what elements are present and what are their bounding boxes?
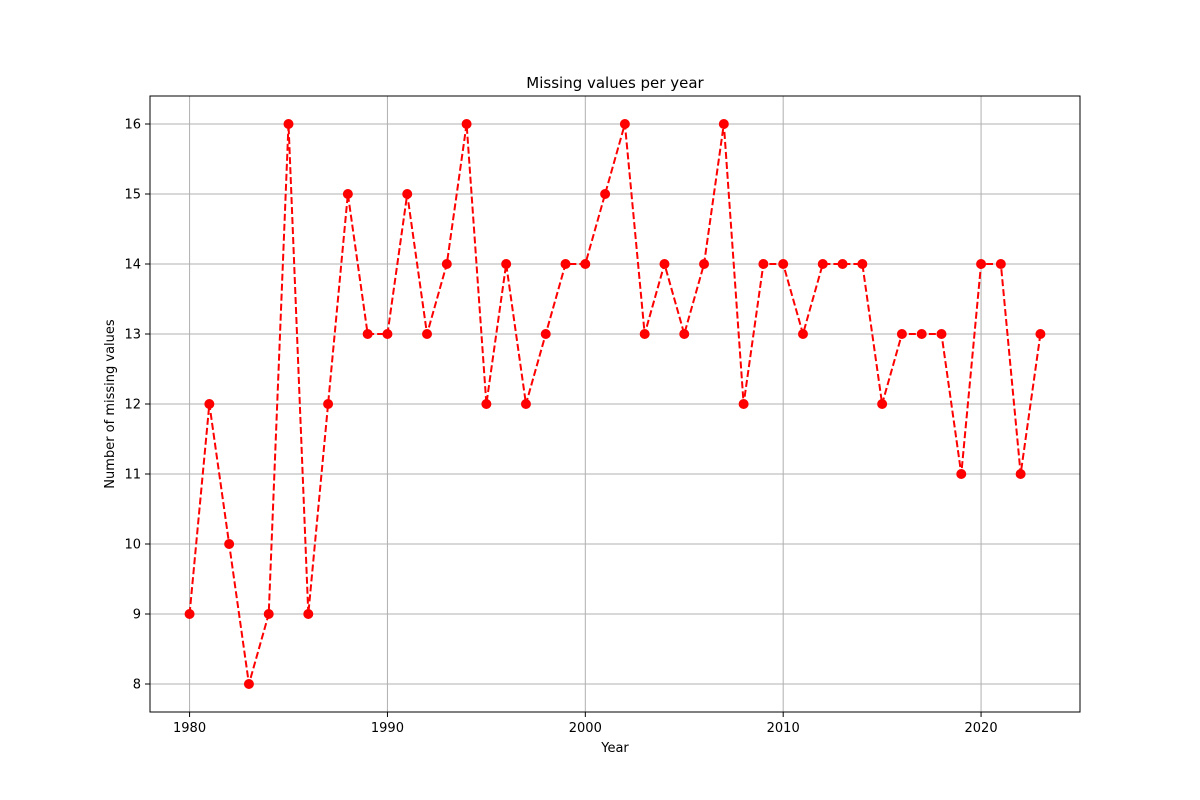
data-point [540,329,551,339]
data-point [758,259,769,269]
data-point [520,399,531,409]
data-point [184,609,195,619]
data-point [896,329,907,339]
data-point [995,259,1006,269]
data-point [402,189,413,199]
x-tick-label: 1990 [371,721,404,736]
y-tick-label: 9 [133,608,141,623]
axis-ticks: 1980 1990 2000 2010 2020 8 9 10 11 12 13 14 15 16 [124,118,997,737]
x-tick-label: 2000 [569,721,602,736]
data-point [382,329,393,339]
series-layer [184,119,1046,689]
x-tick-label: 2010 [767,721,800,736]
y-tick-label: 15 [124,188,141,203]
data-point [639,329,650,339]
y-tick-label: 14 [124,258,141,273]
data-point [243,679,254,689]
y-tick-label: 11 [124,468,141,483]
grid-lines [150,96,1080,712]
data-point [283,119,294,129]
data-point [263,609,274,619]
data-point [204,399,215,409]
data-point [699,259,710,269]
data-point [303,609,314,619]
data-point [976,259,987,269]
data-point [323,399,334,409]
x-tick-label: 1980 [173,721,206,736]
data-point [817,259,828,269]
y-tick-label: 12 [124,398,141,413]
data-point [738,399,749,409]
data-point [481,399,492,409]
data-point [877,399,888,409]
x-axis-label: Year [600,741,629,756]
data-point [619,119,630,129]
data-point [679,329,690,339]
data-point [936,329,947,339]
x-tick-label: 2020 [965,721,998,736]
data-point [837,259,848,269]
data-point [441,259,452,269]
data-point [560,259,571,269]
data-point [501,259,512,269]
y-tick-label: 10 [124,538,141,553]
data-point [857,259,868,269]
data-point [362,329,373,339]
data-point [916,329,927,339]
data-point [580,259,591,269]
data-point [778,259,789,269]
y-tick-label: 13 [124,328,141,343]
data-point [659,259,670,269]
chart-title: Missing values per year [526,74,704,92]
data-point [718,119,729,129]
data-point [797,329,808,339]
data-point [422,329,433,339]
data-point [956,469,967,479]
data-point [342,189,353,199]
series-line [188,123,1042,685]
data-point [600,189,611,199]
data-point [461,119,472,129]
data-point [1035,329,1046,339]
data-point [1015,469,1026,479]
data-point [224,539,235,549]
y-tick-label: 16 [124,118,141,133]
y-axis-label: Number of missing values [103,319,118,489]
y-tick-label: 8 [133,678,141,693]
